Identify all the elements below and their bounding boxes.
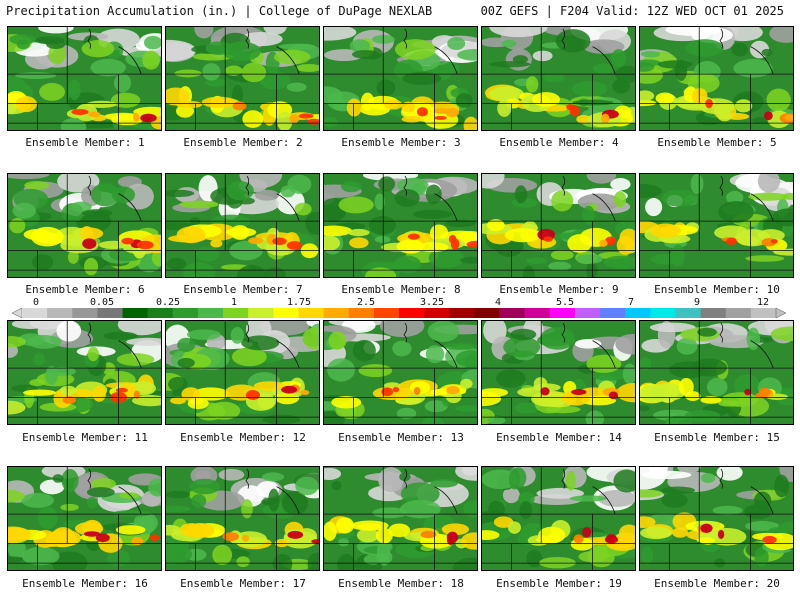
colorbar-swatch	[72, 308, 98, 318]
ensemble-member-map	[165, 26, 320, 131]
ensemble-member-map	[323, 466, 478, 571]
colorbar-swatch	[147, 308, 174, 318]
colorbar-tick-label: 0	[32, 297, 40, 308]
ensemble-member-label: Ensemble Member: 13	[338, 431, 464, 444]
colorbar-tick-label: 1	[230, 297, 238, 308]
colorbar-swatch	[424, 308, 450, 318]
colorbar-swatch	[22, 308, 48, 318]
ensemble-member-label: Ensemble Member: 11	[22, 431, 148, 444]
colorbar-tick-label: 3.25	[419, 297, 445, 308]
ensemble-member-label: Ensemble Member: 20	[654, 577, 780, 590]
ensemble-member-label: Ensemble Member: 2	[183, 136, 303, 149]
valid-time-title: 00Z GEFS | F204 Valid: 12Z WED OCT 01 20…	[480, 4, 784, 18]
ensemble-member-label: Ensemble Member: 4	[499, 136, 619, 149]
colorbar-swatch	[750, 308, 777, 318]
colorbar-swatch	[223, 308, 249, 318]
colorbar-swatch	[675, 308, 701, 318]
ensemble-member-map	[639, 173, 794, 278]
colorbar-swatch	[549, 308, 576, 318]
ensemble-member-map	[323, 173, 478, 278]
colorbar-tick-label: 2.5	[356, 297, 376, 308]
colorbar-tick-label: 5.5	[555, 297, 575, 308]
ensemble-member-map	[481, 320, 636, 425]
ensemble-member-label: Ensemble Member: 7	[183, 283, 303, 296]
ensemble-member-map	[7, 320, 162, 425]
colorbar-swatch	[499, 308, 525, 318]
ensemble-member-map	[481, 466, 636, 571]
product-title: Precipitation Accumulation (in.) | Colle…	[6, 4, 433, 18]
ensemble-member-map	[323, 320, 478, 425]
colorbar-tick-label: 0.05	[89, 297, 115, 308]
colorbar-swatch	[574, 308, 601, 318]
ensemble-member-map	[165, 320, 320, 425]
colorbar-swatch	[273, 308, 299, 318]
ensemble-member-label: Ensemble Member: 18	[338, 577, 464, 590]
colorbar-swatch	[399, 308, 425, 318]
ensemble-member-map	[639, 466, 794, 571]
colorbar-max-arrow	[775, 308, 786, 318]
colorbar-tick-label: 4	[494, 297, 502, 308]
colorbar-tick-label: 7	[627, 297, 635, 308]
colorbar-min-arrow	[12, 308, 23, 318]
colorbar-swatch	[97, 308, 123, 318]
colorbar-swatch	[725, 308, 752, 318]
ensemble-member-map	[323, 26, 478, 131]
colorbar-swatch	[600, 308, 626, 318]
colorbar-swatch	[172, 308, 199, 318]
ensemble-member-map	[7, 466, 162, 571]
ensemble-member-map	[165, 173, 320, 278]
ensemble-member-label: Ensemble Member: 17	[180, 577, 306, 590]
colorbar-swatch	[449, 308, 475, 318]
colorbar-tick-label: 12	[756, 297, 770, 308]
colorbar-swatch	[474, 308, 500, 318]
ensemble-member-label: Ensemble Member: 1	[25, 136, 145, 149]
ensemble-member-label: Ensemble Member: 12	[180, 431, 306, 444]
ensemble-member-label: Ensemble Member: 3	[341, 136, 461, 149]
colorbar-tick-label: 0.25	[155, 297, 181, 308]
colorbar-swatch	[47, 308, 73, 318]
colorbar-swatch	[197, 308, 224, 318]
ensemble-member-map	[639, 26, 794, 131]
ensemble-member-label: Ensemble Member: 5	[657, 136, 777, 149]
ensemble-member-label: Ensemble Member: 10	[654, 283, 780, 296]
colorbar-swatch	[348, 308, 375, 318]
ensemble-member-map	[639, 320, 794, 425]
colorbar-swatch	[650, 308, 676, 318]
colorbar-swatch	[248, 308, 274, 318]
ensemble-member-map	[7, 173, 162, 278]
ensemble-member-label: Ensemble Member: 8	[341, 283, 461, 296]
ensemble-member-label: Ensemble Member: 16	[22, 577, 148, 590]
ensemble-member-map	[481, 26, 636, 131]
colorbar-tick-label: 1.75	[286, 297, 312, 308]
colorbar-swatch	[625, 308, 651, 318]
colorbar-swatch	[524, 308, 551, 318]
ensemble-member-label: Ensemble Member: 19	[496, 577, 622, 590]
colorbar-swatch	[122, 308, 148, 318]
ensemble-member-label: Ensemble Member: 14	[496, 431, 622, 444]
ensemble-member-label: Ensemble Member: 15	[654, 431, 780, 444]
colorbar-swatch	[298, 308, 324, 318]
ensemble-member-map	[7, 26, 162, 131]
precip-colorbar	[12, 308, 786, 318]
ensemble-member-map	[481, 173, 636, 278]
colorbar-swatch	[700, 308, 727, 318]
ensemble-member-label: Ensemble Member: 6	[25, 283, 145, 296]
colorbar-swatch	[323, 308, 350, 318]
ensemble-member-label: Ensemble Member: 9	[499, 283, 619, 296]
colorbar-tick-label: 9	[693, 297, 701, 308]
ensemble-member-map	[165, 466, 320, 571]
colorbar-swatch	[373, 308, 400, 318]
